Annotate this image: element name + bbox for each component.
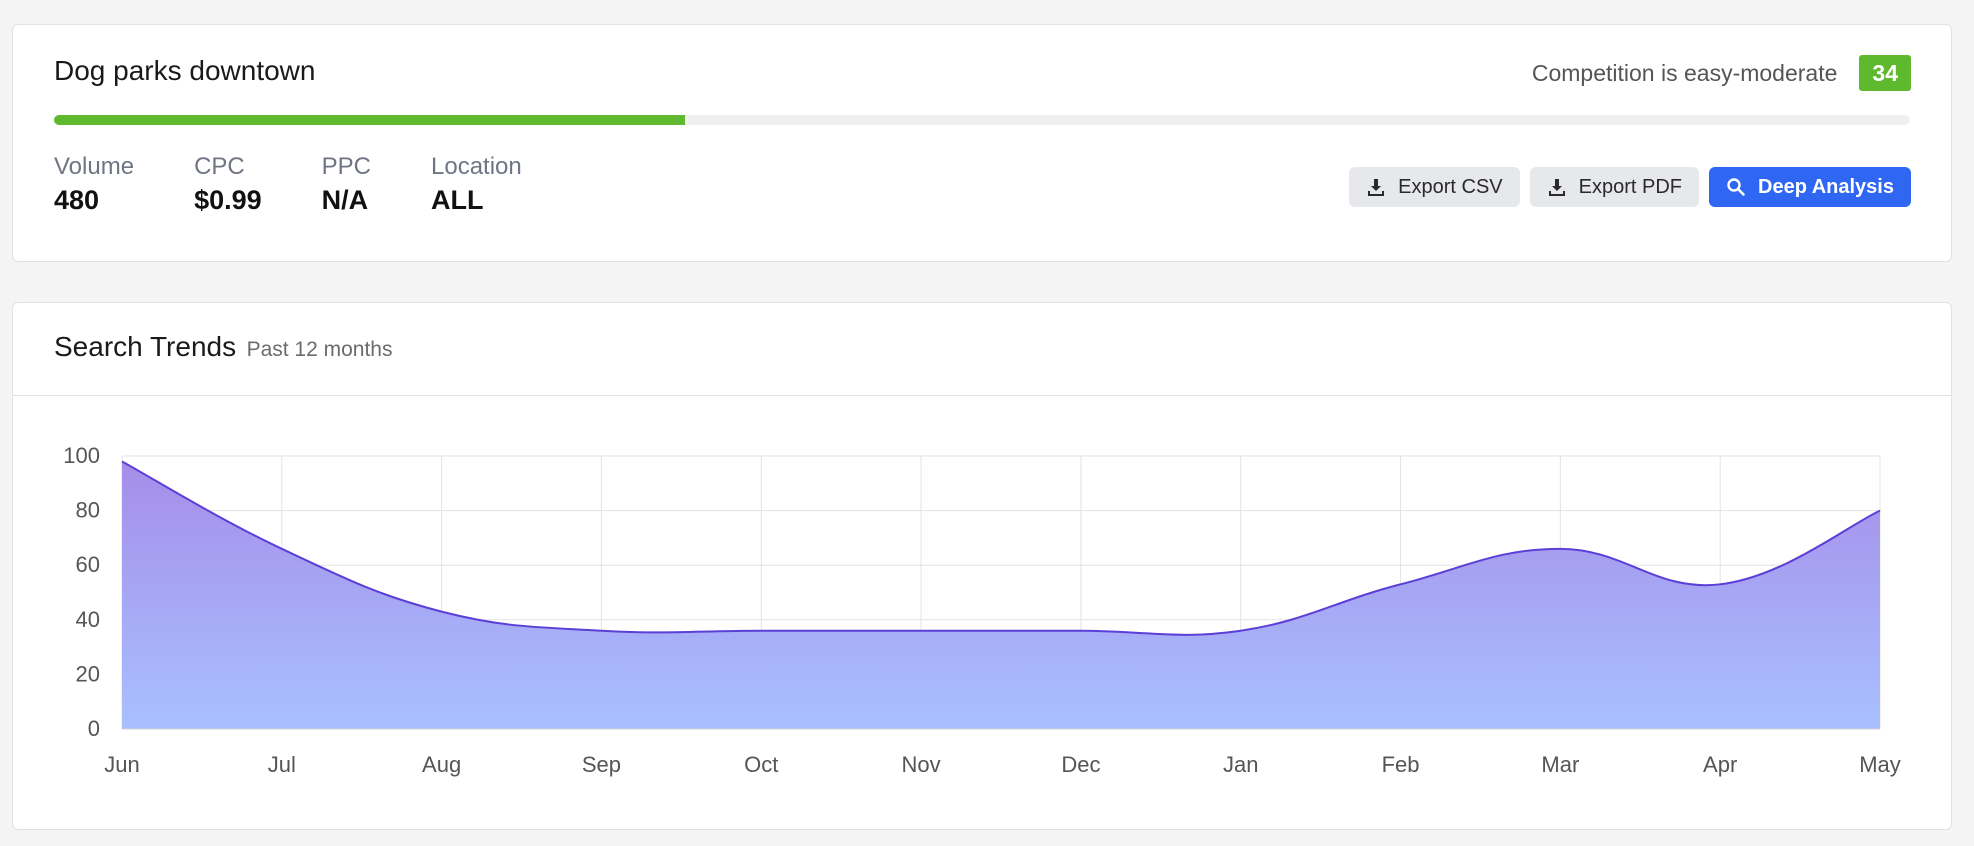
keyword-summary-card: Dog parks downtown Competition is easy-m… xyxy=(12,24,1952,262)
download-icon xyxy=(1547,177,1567,197)
trends-title: Search Trends Past 12 months xyxy=(54,331,392,363)
x-tick-label: Sep xyxy=(582,752,621,777)
metric-volume: Volume 480 xyxy=(54,153,134,216)
x-tick-label: Jan xyxy=(1223,752,1258,777)
y-tick-label: 60 xyxy=(76,552,100,577)
metric-ppc: PPC N/A xyxy=(322,153,371,216)
export-pdf-button[interactable]: Export PDF xyxy=(1529,167,1699,207)
metric-value: 480 xyxy=(54,185,100,215)
deep-analysis-label: Deep Analysis xyxy=(1758,175,1894,198)
x-tick-label: Dec xyxy=(1061,752,1100,777)
trends-header: Search Trends Past 12 months xyxy=(13,303,1951,396)
keyword-metrics: Volume 480 CPC $0.99 PPC N/A Location AL… xyxy=(54,153,522,216)
y-tick-label: 0 xyxy=(88,716,100,741)
metric-label: CPC xyxy=(194,153,245,180)
y-tick-label: 20 xyxy=(76,661,100,686)
y-tick-label: 100 xyxy=(63,443,100,468)
export-csv-label: Export CSV xyxy=(1398,175,1503,198)
difficulty-progress-fill xyxy=(54,115,686,125)
download-icon xyxy=(1366,177,1386,197)
export-pdf-label: Export PDF xyxy=(1578,175,1682,198)
trend-area xyxy=(122,461,1880,729)
difficulty-progress-bar xyxy=(54,115,1910,125)
search-trends-chart: 0 20 40 60 80 100 Jun Jul Aug Sep Oct Nov Dec Jan Feb M… xyxy=(63,443,1901,777)
y-tick-label: 80 xyxy=(76,498,100,523)
trends-title-text: Search Trends xyxy=(54,331,237,362)
keyword-title: Dog parks downtown xyxy=(54,55,316,86)
y-tick-label: 40 xyxy=(76,607,100,632)
difficulty-score-badge: 34 xyxy=(1859,55,1911,91)
search-icon xyxy=(1726,177,1746,197)
metric-label: Volume xyxy=(54,153,135,180)
metric-cpc: CPC $0.99 xyxy=(194,153,262,216)
x-tick-label: Aug xyxy=(422,752,461,777)
x-tick-label: Feb xyxy=(1382,752,1420,777)
x-tick-label: Jul xyxy=(268,752,296,777)
metric-label: Location xyxy=(431,153,522,180)
x-tick-label: Mar xyxy=(1541,752,1579,777)
competition-indicator: Competition is easy-moderate 34 xyxy=(1532,55,1911,91)
competition-label: Competition is easy-moderate xyxy=(1531,59,1838,86)
metric-location: Location ALL xyxy=(431,153,522,216)
trends-subtitle: Past 12 months xyxy=(246,338,393,361)
export-csv-button[interactable]: Export CSV xyxy=(1349,167,1520,207)
search-trends-card: Search Trends Past 12 months 0 20 40 60 80 10… xyxy=(12,302,1952,830)
x-tick-label: May xyxy=(1859,752,1901,777)
trend-line xyxy=(121,460,1881,636)
x-tick-label: Nov xyxy=(902,752,941,777)
x-tick-label: Oct xyxy=(744,752,778,777)
metric-value: N/A xyxy=(321,185,369,215)
metric-value: ALL xyxy=(431,185,484,215)
x-tick-label: Apr xyxy=(1703,752,1737,777)
deep-analysis-button[interactable]: Deep Analysis xyxy=(1709,167,1911,207)
export-actions: Export CSV Export PDF Deep Analysis xyxy=(1349,167,1911,207)
x-tick-label: Jun xyxy=(104,752,139,777)
metric-value: $0.99 xyxy=(194,185,262,215)
metric-label: PPC xyxy=(321,153,371,180)
